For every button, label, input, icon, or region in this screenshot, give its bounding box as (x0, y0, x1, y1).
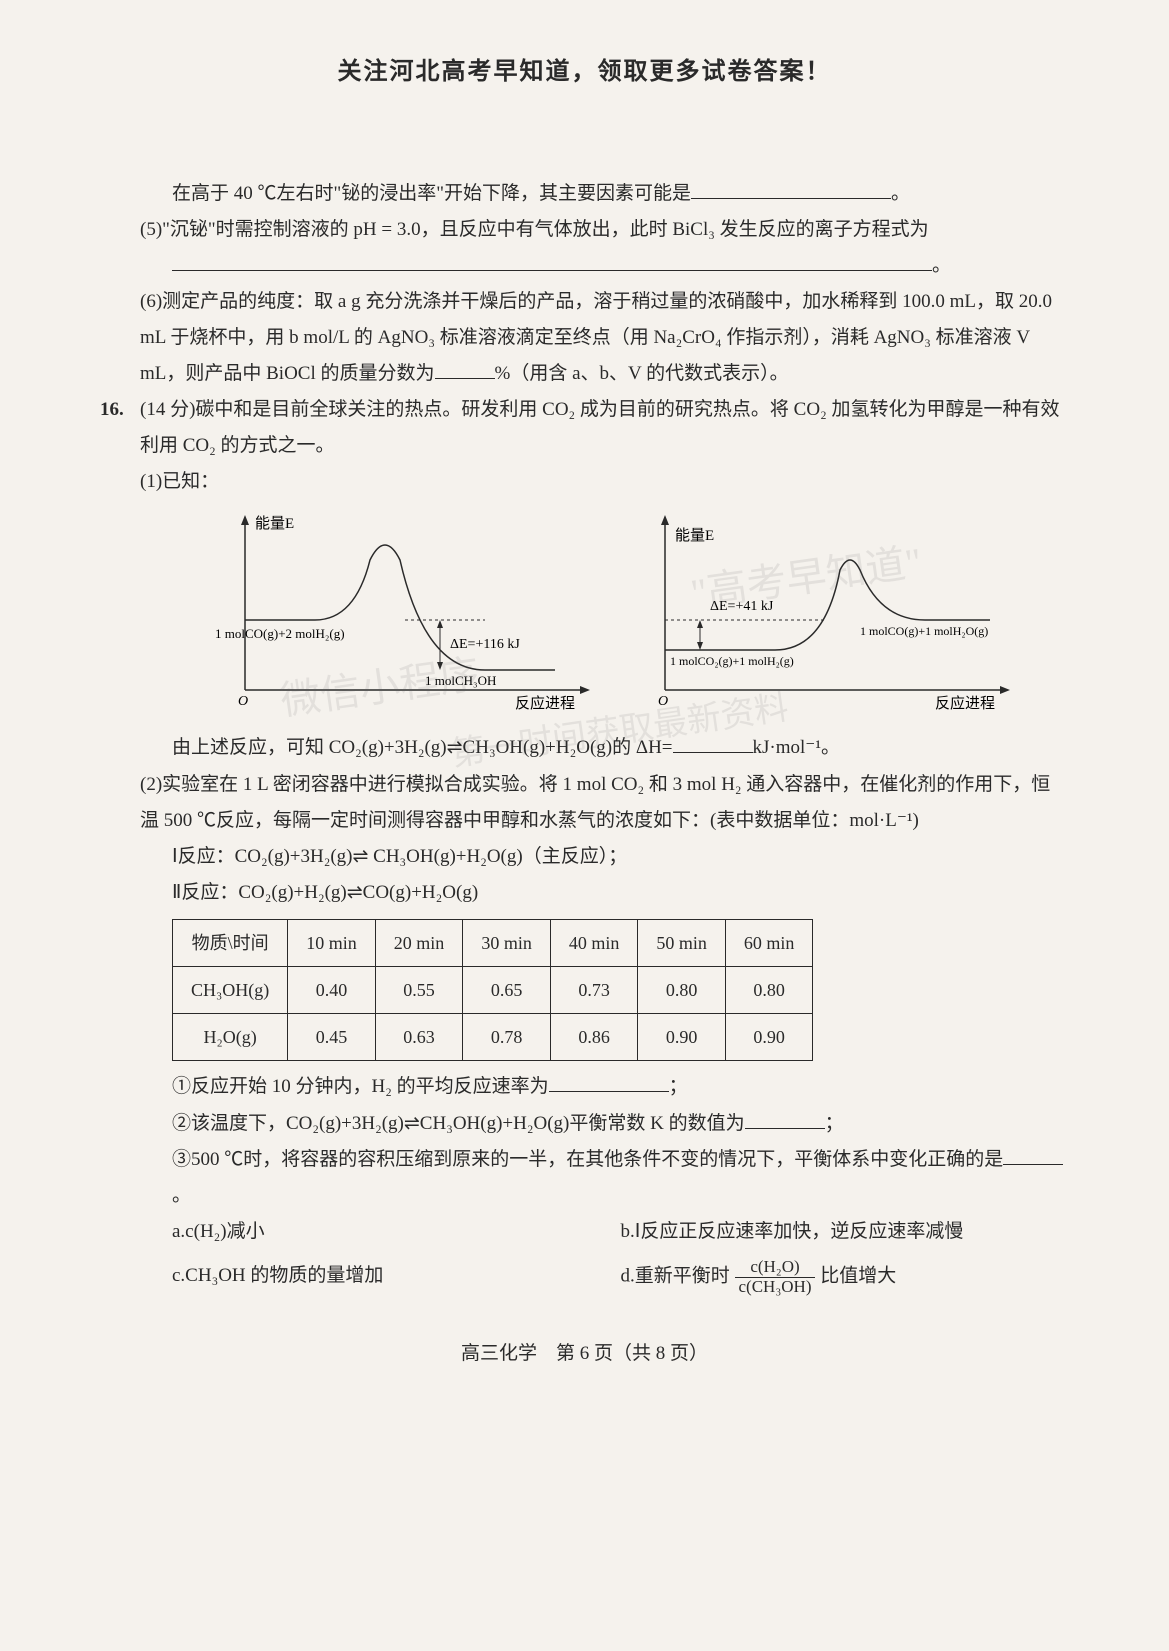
energy-diagram-2: 能量E ΔE=+41 kJ 1 molCO₂(g)+1 molH₂(g) 1 m… (625, 510, 1025, 720)
header-cell: 10 min (288, 919, 376, 966)
text: 比值增大 (820, 1265, 896, 1286)
fraction: c(H₂O) c(CH₃OH) (735, 1258, 816, 1296)
text: 在高于 40 ℃左右时"铋的浸出率"开始下降，其主要因素可能是 (172, 183, 691, 204)
option-c: c.CH₃OH 的物质的量增加 (172, 1258, 621, 1296)
delta-e: ΔE=+116 kJ (450, 637, 520, 652)
header-cell: 20 min (375, 919, 463, 966)
header-cell: 50 min (638, 919, 726, 966)
text: 。 (172, 1185, 191, 1206)
product-label: 1 molCO(g)+1 molH₂O(g) (860, 624, 988, 638)
data-cell: 0.45 (288, 1014, 376, 1061)
data-cell: 0.90 (638, 1014, 726, 1061)
blank-fill[interactable] (435, 359, 495, 379)
delta-e: ΔE=+41 kJ (710, 599, 774, 614)
origin: O (658, 694, 668, 709)
text: ①反应开始 10 分钟内，H₂ 的平均反应速率为 (172, 1076, 549, 1097)
header-cell: 60 min (725, 919, 813, 966)
table-row: H₂O(g) 0.45 0.63 0.78 0.86 0.90 0.90 (173, 1014, 813, 1061)
sub-question-1: ①反应开始 10 分钟内，H₂ 的平均反应速率为 ； (100, 1069, 1069, 1105)
row-label: H₂O(g) (173, 1014, 288, 1061)
blank-fill[interactable] (549, 1072, 669, 1092)
q16-p1-conclusion: 由上述反应，可知 CO₂(g)+3H₂(g)⇌CH₃OH(g)+H₂O(g)的 … (100, 730, 1069, 766)
q15-part5: (5)"沉铋"时需控制溶液的 pH = 3.0，且反应中有气体放出，此时 BiC… (100, 212, 1069, 248)
blank-fill[interactable] (1003, 1145, 1063, 1165)
q16-stem: (14 分)碳中和是目前全球关注的热点。研发利用 CO₂ 成为目前的研究热点。将… (140, 392, 1069, 464)
document-page: 关注河北高考早知道，领取更多试卷答案！ 在高于 40 ℃左右时"铋的浸出率"开始… (0, 0, 1169, 1651)
header-cell: 40 min (550, 919, 638, 966)
blank-fill[interactable] (691, 179, 891, 199)
text: (5)"沉铋"时需控制溶液的 pH = 3.0，且反应中有气体放出，此时 BiC… (140, 219, 929, 240)
data-cell: 0.78 (463, 1014, 551, 1061)
q15-part6: (6)测定产品的纯度：取 a g 充分洗涤并干燥后的产品，溶于稍过量的浓硝酸中，… (100, 284, 1069, 392)
table-header-row: 物质\时间 10 min 20 min 30 min 40 min 50 min… (173, 919, 813, 966)
product-label: 1 molCH₃OH (425, 673, 496, 688)
data-cell: 0.40 (288, 967, 376, 1014)
row-label: CH₃OH(g) (173, 967, 288, 1014)
data-cell: 0.63 (375, 1014, 463, 1061)
data-cell: 0.73 (550, 967, 638, 1014)
axis-label: 能量E (675, 527, 714, 544)
data-cell: 0.55 (375, 967, 463, 1014)
text: ③500 ℃时，将容器的容积压缩到原来的一半，在其他条件不变的情况下，平衡体系中… (172, 1149, 1003, 1170)
q15-part5-blank: 。 (100, 248, 1069, 284)
page-header: 关注河北高考早知道，领取更多试卷答案！ (100, 50, 1069, 96)
energy-diagram-1: 能量E ΔE=+116 kJ 1 molCO(g)+2 molH₂(g) 1 m… (205, 510, 605, 720)
data-cell: 0.86 (550, 1014, 638, 1061)
table-row: CH₃OH(g) 0.40 0.55 0.65 0.73 0.80 0.80 (173, 967, 813, 1014)
fraction-denominator: c(CH₃OH) (735, 1278, 816, 1297)
reaction-2: Ⅱ反应：CO₂(g)+H₂(g)⇌CO(g)+H₂O(g) (100, 875, 1069, 911)
concentration-table: 物质\时间 10 min 20 min 30 min 40 min 50 min… (172, 919, 813, 1062)
data-cell: 0.90 (725, 1014, 813, 1061)
reaction-1: Ⅰ反应：CO₂(g)+3H₂(g)⇌ CH₃OH(g)+H₂O(g)（主反应）； (100, 839, 1069, 875)
reactant-label: 1 molCO₂(g)+1 molH₂(g) (670, 654, 794, 668)
fraction-numerator: c(H₂O) (735, 1258, 816, 1278)
reactant-label: 1 molCO(g)+2 molH₂(g) (215, 626, 345, 641)
option-d: d.重新平衡时 c(H₂O) c(CH₃OH) 比值增大 (621, 1258, 1070, 1296)
blank-fill[interactable] (673, 733, 753, 753)
x-axis-label: 反应进程 (935, 694, 995, 712)
text: 由上述反应，可知 CO₂(g)+3H₂(g)⇌CH₃OH(g)+H₂O(g)的 … (172, 737, 673, 758)
q15-temp-line: 在高于 40 ℃左右时"铋的浸出率"开始下降，其主要因素可能是。 (100, 176, 1069, 212)
question-number: 16. (100, 392, 140, 464)
text: kJ·mol⁻¹。 (753, 737, 841, 758)
page-footer: 高三化学 第 6 页（共 8 页） (100, 1336, 1069, 1372)
header-cell: 物质\时间 (173, 919, 288, 966)
x-axis-label: 反应进程 (515, 694, 575, 712)
option-b: b.Ⅰ反应正反应速率加快，逆反应速率减慢 (621, 1214, 1070, 1250)
data-cell: 0.80 (725, 967, 813, 1014)
option-a: a.c(H₂)减小 (172, 1214, 621, 1250)
axis-label: 能量E (255, 515, 294, 532)
data-cell: 0.65 (463, 967, 551, 1014)
origin: O (238, 694, 248, 709)
text: ②该温度下，CO₂(g)+3H₂(g)⇌CH₃OH(g)+H₂O(g)平衡常数 … (172, 1113, 745, 1134)
answer-options: a.c(H₂)减小 b.Ⅰ反应正反应速率加快，逆反应速率减慢 c.CH₃OH 的… (100, 1214, 1069, 1296)
data-cell: 0.80 (638, 967, 726, 1014)
text: d.重新平衡时 (621, 1265, 730, 1286)
blank-fill[interactable] (172, 251, 932, 271)
energy-diagrams: "高考早知道" 微信小程序 第一时间获取最新资料 能量E ΔE=+116 kJ … (160, 510, 1069, 720)
text: ； (669, 1076, 688, 1097)
sub-question-2: ②该温度下，CO₂(g)+3H₂(g)⇌CH₃OH(g)+H₂O(g)平衡常数 … (100, 1106, 1069, 1142)
sub-question-3: ③500 ℃时，将容器的容积压缩到原来的一半，在其他条件不变的情况下，平衡体系中… (100, 1142, 1069, 1214)
q16-p1-label: (1)已知： (100, 464, 1069, 500)
header-cell: 30 min (463, 919, 551, 966)
text: %（用含 a、b、V 的代数式表示）。 (495, 363, 789, 384)
q16-heading: 16. (14 分)碳中和是目前全球关注的热点。研发利用 CO₂ 成为目前的研究… (100, 392, 1069, 464)
blank-fill[interactable] (745, 1109, 825, 1129)
text: ； (825, 1113, 844, 1134)
q16-p2: (2)实验室在 1 L 密闭容器中进行模拟合成实验。将 1 mol CO₂ 和 … (100, 767, 1069, 839)
